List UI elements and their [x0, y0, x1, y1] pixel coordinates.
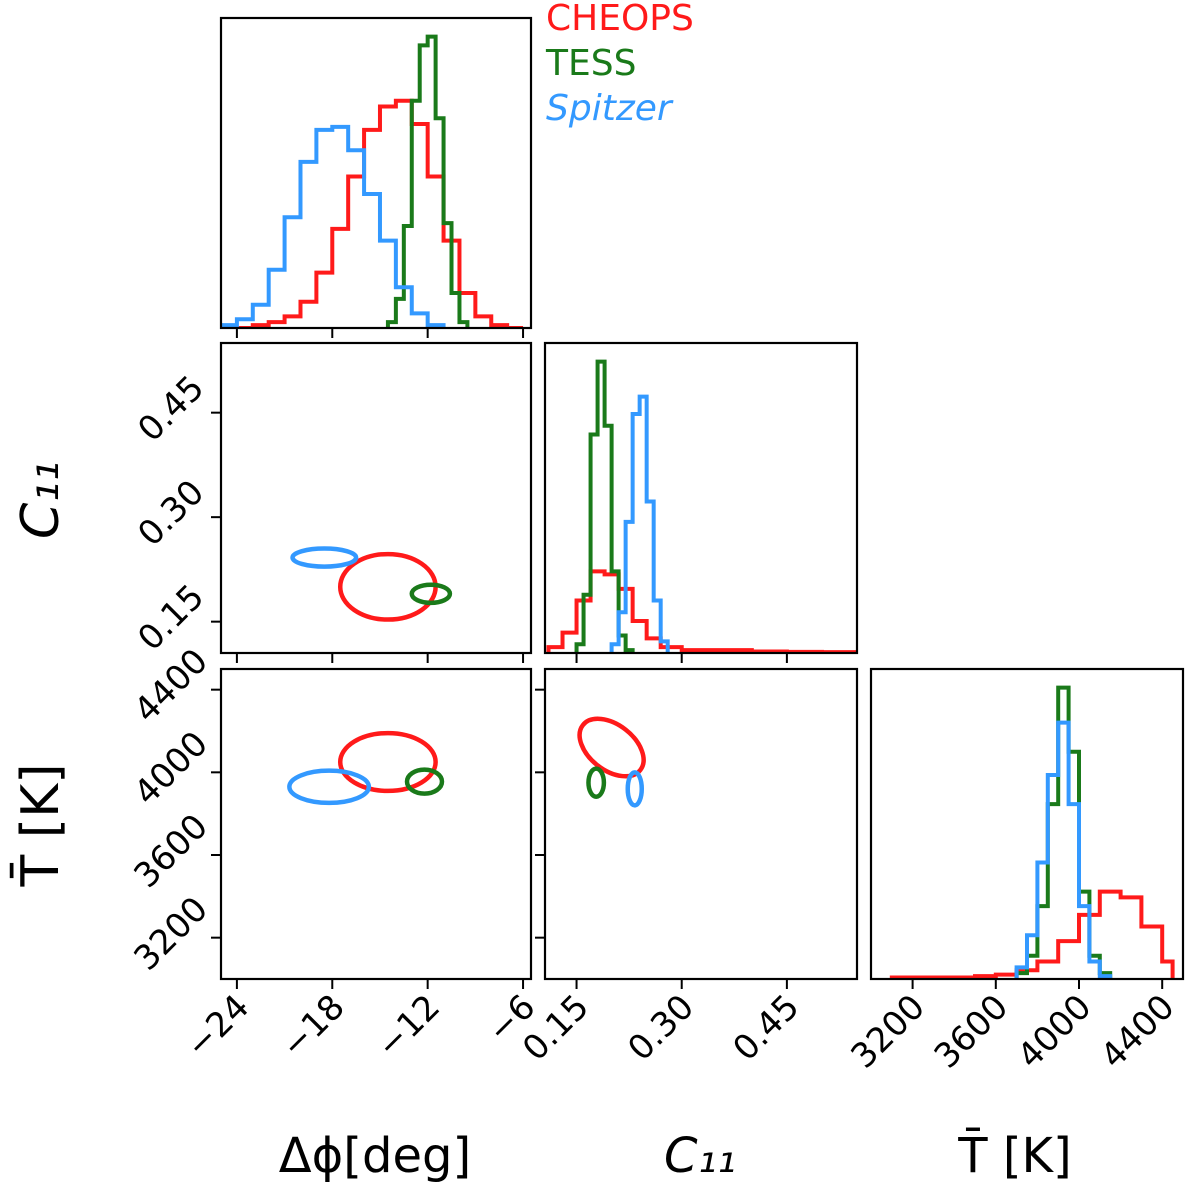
y-tick-label-tbar: 3600 [126, 806, 215, 895]
x-axis-label-tbar: T̄ [K] [957, 1127, 1072, 1184]
hist-tbar-Spitzer [1014, 720, 1113, 979]
legend-entry-spitzer: Spitzer [546, 88, 674, 129]
y-axis-label-tbar: T̄ [K] [10, 764, 71, 888]
hist-tbar-CHEOPS [889, 889, 1175, 979]
contour-tbar_vs_dphi-Spitzer [287, 768, 372, 806]
hist-dphi-CHEOPS [236, 98, 524, 328]
panel-c11-vs-dphi [219, 341, 533, 655]
x-tick-label-c11: 0.45 [725, 987, 807, 1069]
axis-labels: Δϕ[deg] C₁₁ T̄ [K] C₁₁ T̄ [K] [10, 461, 1072, 1184]
x-tick-label-c11: 0.30 [620, 987, 702, 1069]
panel-tbar-vs-c11 [543, 667, 859, 981]
y-tick-label-tbar: 3200 [126, 889, 215, 978]
y-tick-label-c11: 0.15 [130, 577, 212, 659]
panel-tbar-vs-dphi [219, 667, 533, 981]
x-tick-label-dphi: −12 [369, 987, 448, 1066]
hist-c11-TESS [574, 359, 635, 653]
contour-tbar_vs_dphi-CHEOPS [337, 730, 438, 794]
contour-tbar_vs_dphi-TESS [404, 767, 445, 796]
x-tick-label-tbar: 4000 [1010, 987, 1099, 1076]
panel-hist-tbar [869, 667, 1185, 981]
contour-tbar_vs_c11-TESS [586, 766, 607, 799]
x-axis-label-c11: C₁₁ [664, 1128, 736, 1184]
contour-c11_vs_dphi-Spitzer [290, 546, 359, 569]
contour-tbar_vs_c11-CHEOPS [577, 716, 646, 779]
x-tick-label-tbar: 4400 [1093, 987, 1182, 1076]
panel-hist-c11 [543, 341, 859, 655]
contour-tbar_vs_c11-Spitzer [625, 770, 645, 808]
hist-c11-Spitzer [609, 394, 670, 653]
contour-c11_vs_dphi-TESS [409, 582, 453, 606]
x-tick-label-tbar: 3600 [927, 987, 1016, 1076]
x-tick-label-tbar: 3200 [843, 987, 932, 1076]
x-axis-label-dphi: Δϕ[deg] [279, 1128, 471, 1184]
x-tick-label-dphi: −18 [274, 987, 353, 1066]
hist-dphi-Spitzer [221, 124, 446, 328]
y-tick-label-c11: 0.45 [130, 368, 212, 450]
legend-entry-tess: TESS [545, 43, 636, 84]
hist-dphi-TESS [385, 34, 470, 328]
y-axis-label-c11: C₁₁ [11, 461, 71, 539]
y-tick-label-tbar: 4400 [126, 641, 215, 730]
y-tick-label-c11: 0.30 [130, 472, 212, 554]
x-tick-label-dphi: −24 [178, 987, 257, 1066]
hist-c11-CHEOPS [546, 569, 857, 653]
panel-hist-dphi [219, 16, 533, 330]
y-tick-label-tbar: 4000 [126, 724, 215, 813]
legend-entry-cheops: CHEOPS [546, 0, 694, 39]
